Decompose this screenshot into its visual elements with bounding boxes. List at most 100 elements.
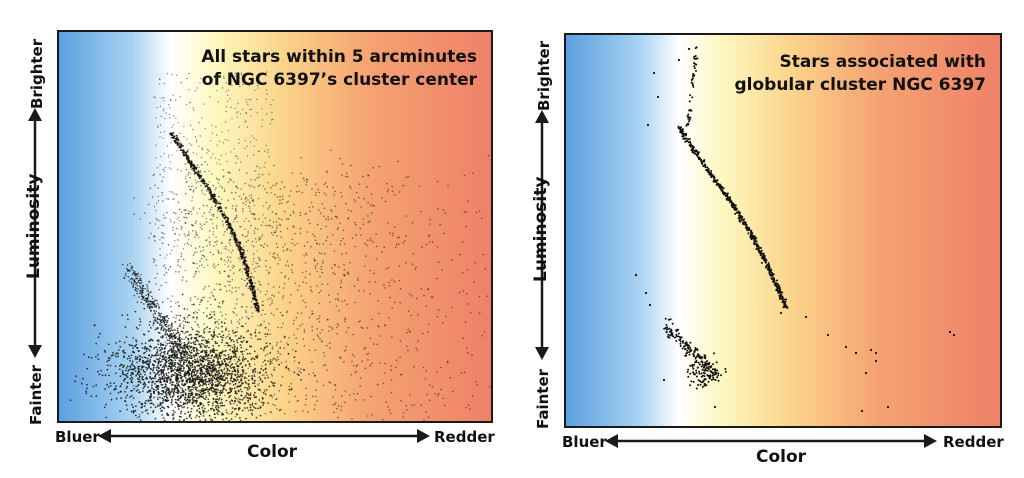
star-point [263, 320, 265, 323]
star-point [203, 266, 205, 269]
star-point [277, 352, 280, 354]
star-point [170, 220, 172, 223]
star-point [249, 108, 251, 111]
star-point [360, 326, 363, 328]
star-point [384, 362, 386, 365]
star-point [199, 359, 202, 362]
star-point [180, 416, 182, 418]
star-point [458, 253, 461, 256]
star-point [285, 360, 287, 363]
star-point [246, 352, 249, 355]
star-point [425, 411, 428, 413]
star-point [190, 373, 193, 376]
star-point [189, 188, 192, 191]
star-point [184, 209, 187, 211]
star-point [205, 349, 208, 352]
star-point [355, 365, 358, 368]
star-point [216, 320, 218, 323]
star-point [486, 295, 489, 298]
star-point [147, 290, 150, 293]
star-point [241, 409, 244, 412]
star-point [176, 327, 179, 330]
star-point [282, 295, 285, 297]
star-point [259, 184, 261, 186]
star-point [315, 194, 317, 196]
star-point [283, 282, 286, 285]
star-point [234, 191, 237, 194]
star-point [267, 181, 269, 184]
star-point [238, 359, 241, 362]
star-point [209, 251, 211, 254]
star-point [171, 325, 173, 328]
star-point [171, 365, 173, 368]
star-point [206, 355, 209, 358]
star-point [174, 329, 176, 331]
star-point [325, 225, 327, 228]
star-point [188, 414, 191, 416]
star-point [177, 374, 179, 376]
star-point [394, 246, 397, 248]
star-point [179, 314, 182, 317]
star-point [190, 417, 193, 420]
star-point [128, 355, 130, 358]
star-point [137, 384, 139, 387]
star-point [298, 190, 300, 193]
star-point [222, 169, 225, 171]
star-point [237, 321, 239, 323]
star-point [176, 169, 179, 171]
y-arrow-left [28, 108, 42, 358]
star-point [253, 303, 256, 306]
star-point [248, 184, 250, 186]
star-point [164, 376, 167, 379]
star-point [359, 377, 362, 379]
star-point [254, 294, 257, 297]
star-point [186, 316, 189, 319]
star-point [302, 281, 304, 283]
star-point [139, 419, 142, 421]
star-point [246, 235, 248, 237]
star-point [129, 278, 132, 280]
star-point [304, 262, 307, 264]
star-point [144, 299, 147, 302]
star-point [157, 378, 160, 381]
star-point [287, 343, 289, 346]
star-point [166, 321, 168, 324]
star-point [185, 103, 188, 106]
star-point [223, 322, 226, 325]
star-point [276, 341, 279, 344]
star-point [279, 195, 281, 198]
star-point [178, 208, 181, 211]
star-point [85, 390, 87, 392]
star-point [174, 240, 176, 242]
star-point [267, 208, 269, 210]
star-point [366, 353, 368, 356]
star-point [232, 264, 234, 267]
star-point [104, 374, 107, 376]
star-point [207, 331, 210, 334]
star-point [236, 347, 239, 350]
star-point [151, 306, 154, 308]
star-point [160, 351, 163, 354]
star-point [130, 376, 133, 379]
star-point [307, 411, 309, 413]
star-point [142, 365, 145, 368]
star-point [327, 319, 329, 321]
star-point [405, 176, 408, 179]
star-point [164, 267, 167, 269]
star-point [354, 221, 356, 224]
star-point [160, 284, 163, 287]
star-point [224, 318, 227, 320]
star-point [427, 288, 429, 291]
star-point [192, 360, 195, 363]
star-point [175, 99, 177, 102]
star-point [234, 382, 237, 385]
star-point [284, 243, 286, 246]
star-point [326, 170, 328, 172]
star-point [204, 359, 207, 361]
star-point [160, 336, 162, 338]
star-point [309, 273, 311, 275]
star-point [234, 370, 237, 373]
star-point [398, 191, 401, 193]
star-point [316, 328, 318, 330]
star-point [169, 161, 172, 163]
